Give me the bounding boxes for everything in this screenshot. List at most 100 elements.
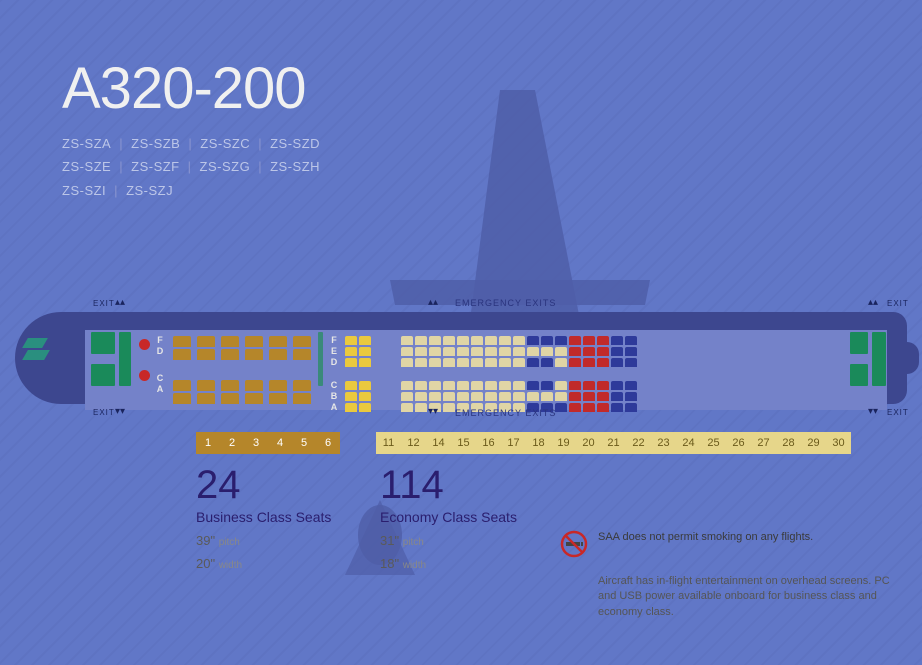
seat	[345, 336, 357, 345]
exit-label: EXIT	[887, 299, 909, 308]
marker-top	[139, 339, 150, 350]
seat	[173, 349, 191, 360]
seat	[359, 358, 371, 367]
seat	[197, 393, 215, 404]
seat	[527, 392, 539, 401]
seat	[293, 336, 311, 347]
seat	[513, 336, 525, 345]
seat	[583, 403, 595, 412]
seat	[569, 381, 581, 390]
seat	[221, 336, 239, 347]
exit-label: EXIT	[93, 299, 115, 308]
exit-label: EXIT	[93, 408, 115, 417]
seat	[245, 380, 263, 391]
seat-column	[245, 336, 263, 406]
seat	[443, 392, 455, 401]
seat	[345, 347, 357, 356]
seat	[359, 336, 371, 345]
seat	[625, 347, 637, 356]
row-number: 15	[451, 432, 476, 454]
seat-column	[345, 336, 357, 414]
seat	[345, 392, 357, 401]
seat	[173, 393, 191, 404]
row-number: 12	[401, 432, 426, 454]
seat	[359, 392, 371, 401]
seat-column	[583, 336, 595, 414]
row-number: 19	[551, 432, 576, 454]
seat	[597, 336, 609, 345]
no-smoking-icon	[560, 530, 588, 558]
seat	[555, 336, 567, 345]
seat	[499, 358, 511, 367]
seat	[359, 403, 371, 412]
seat	[415, 403, 427, 412]
seat	[269, 336, 287, 347]
seat	[541, 358, 553, 367]
seat	[443, 381, 455, 390]
seat	[221, 349, 239, 360]
business-class-info: 24 Business Class Seats 39" pitch 20" wi…	[196, 465, 331, 571]
row-number: 5	[292, 432, 316, 454]
seat	[197, 349, 215, 360]
seat	[457, 336, 469, 345]
seat	[269, 380, 287, 391]
seat	[359, 347, 371, 356]
seat	[485, 392, 497, 401]
seat	[471, 381, 483, 390]
seat	[555, 392, 567, 401]
row-number: 27	[751, 432, 776, 454]
fuselage: FDCA FEDCBA	[15, 312, 907, 404]
seat	[569, 358, 581, 367]
business-width: 20" width	[196, 556, 331, 571]
seat	[569, 336, 581, 345]
no-smoking: SAA does not permit smoking on any fligh…	[560, 530, 890, 558]
business-label: Business Class Seats	[196, 509, 331, 525]
seat	[359, 381, 371, 390]
seat	[513, 392, 525, 401]
divider-mid	[318, 332, 323, 386]
seat-column	[499, 336, 511, 414]
no-smoking-text: SAA does not permit smoking on any fligh…	[598, 530, 813, 545]
seat	[457, 392, 469, 401]
entertainment-text: Aircraft has in-flight entertainment on …	[598, 574, 890, 620]
seat	[597, 392, 609, 401]
seat	[443, 403, 455, 412]
seat-column	[415, 336, 427, 414]
seat	[221, 393, 239, 404]
seat	[401, 381, 413, 390]
row-number: 4	[268, 432, 292, 454]
seat-column	[527, 336, 539, 414]
seat	[245, 336, 263, 347]
seat	[173, 380, 191, 391]
aircraft-model: A320-200	[62, 55, 320, 122]
seat	[625, 358, 637, 367]
registration-codes: ZS-SZA|ZS-SZB|ZS-SZC|ZS-SZDZS-SZE|ZS-SZF…	[62, 132, 320, 202]
seat	[401, 336, 413, 345]
seat	[527, 336, 539, 345]
seat	[429, 358, 441, 367]
seat	[443, 347, 455, 356]
seat	[457, 381, 469, 390]
seat	[485, 336, 497, 345]
seat	[527, 347, 539, 356]
row-number: 22	[626, 432, 651, 454]
seat-column	[197, 336, 215, 406]
row-number: 30	[826, 432, 851, 454]
seat	[457, 347, 469, 356]
seat	[541, 381, 553, 390]
seat	[527, 358, 539, 367]
row-number: 28	[776, 432, 801, 454]
seat	[569, 403, 581, 412]
seat	[429, 392, 441, 401]
galley-front-1	[91, 332, 115, 354]
seat	[485, 381, 497, 390]
seat	[583, 392, 595, 401]
marker-bot	[139, 370, 150, 381]
seat	[173, 336, 191, 347]
seat-column	[569, 336, 581, 414]
seat	[415, 392, 427, 401]
seat	[513, 381, 525, 390]
exit-arrow: ▾▾	[428, 406, 438, 417]
seat	[485, 347, 497, 356]
seat-column	[555, 336, 567, 414]
